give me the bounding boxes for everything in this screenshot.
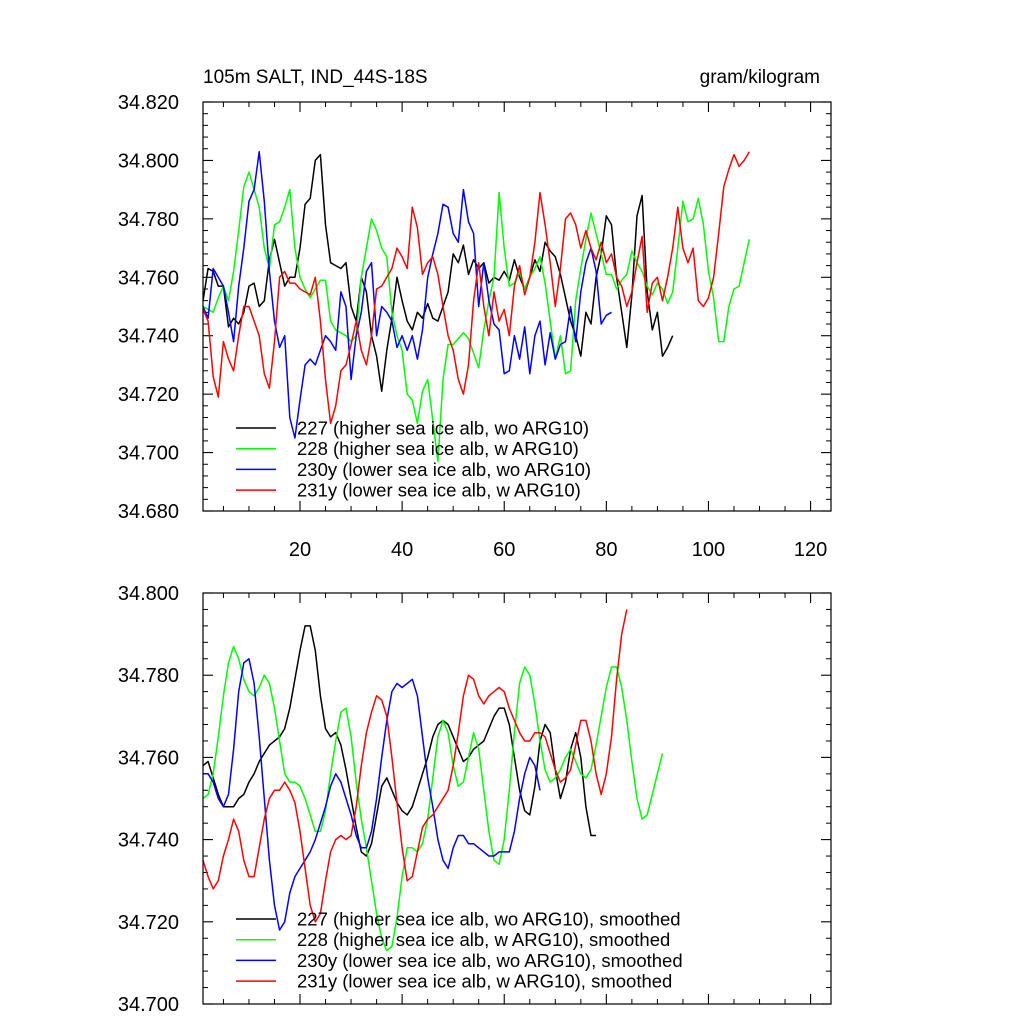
x-tick-label: 20 [289,539,311,561]
top-axis-ticks: 34.680 34.700 34.720 34.740 34.760 34.780 34.8… [118,92,831,561]
top-series-line-1 [202,153,674,392]
bottom-plot-frame [202,592,832,1005]
top-series-line-3 [202,150,612,439]
y-tick-label: 34.720 [118,384,179,406]
x-tick-label: 40 [391,539,413,561]
bottom-series-group [202,609,664,952]
top-units: gram/kilogram [700,67,820,88]
y-tick-label: 34.780 [118,665,179,687]
y-tick-label: 34.800 [118,583,179,605]
y-tick-label: 34.800 [118,150,179,172]
bottom-axis-ticks: 34.700 34.720 34.740 34.760 34.780 34.800 [118,583,831,1016]
y-tick-label: 34.700 [118,443,179,465]
top-panel: 105m SALT, IND_44S-18S gram/kilogram 34.… [118,67,832,561]
bottom-series-line-3 [203,658,541,931]
top-legend-label-2: 228 (higher sea ice alb, w ARG10) [297,438,579,459]
bottom-series-line-1 [202,625,597,857]
y-tick-label: 34.740 [118,326,179,348]
top-legend-label-1: 227 (higher sea ice alb, wo ARG10) [297,418,589,439]
bottom-series-line-4 [202,609,628,923]
top-series-line-4 [202,151,750,425]
y-tick-label: 34.760 [118,747,179,769]
y-tick-label: 34.760 [118,267,179,289]
y-tick-label: 34.700 [118,994,179,1016]
x-tick-label: 120 [794,539,827,561]
top-legend: 227 (higher sea ice alb, wo ARG10)228 (h… [236,418,591,501]
top-legend-label-4: 231y (lower sea ice alb, w ARG10) [297,480,581,501]
bottom-legend-label-4: 231y (lower sea ice alb, w ARG10), smoot… [297,971,672,992]
x-tick-label: 100 [692,539,725,561]
bottom-series-line-2 [202,645,664,952]
y-tick-label: 34.680 [118,501,179,523]
x-tick-label: 60 [493,539,515,561]
y-tick-label: 34.820 [118,92,179,114]
x-tick-label: 80 [595,539,617,561]
top-series-group [202,150,751,463]
top-legend-label-3: 230y (lower sea ice alb, wo ARG10) [297,459,591,480]
bottom-legend-label-1: 227 (higher sea ice alb, wo ARG10), smoo… [297,909,681,930]
y-tick-label: 34.740 [118,830,179,852]
bottom-legend-label-2: 228 (higher sea ice alb, w ARG10), smoot… [297,929,670,950]
y-tick-label: 34.720 [118,912,179,934]
top-plot-frame [202,101,832,512]
bottom-panel: 34.700 34.720 34.740 34.760 34.780 34.800 227… [118,583,832,1016]
top-title: 105m SALT, IND_44S-18S [203,67,428,88]
bottom-legend-label-3: 230y (lower sea ice alb, wo ARG10), smoo… [297,950,683,971]
y-tick-label: 34.780 [118,209,179,231]
bottom-legend: 227 (higher sea ice alb, wo ARG10), smoo… [236,909,683,992]
